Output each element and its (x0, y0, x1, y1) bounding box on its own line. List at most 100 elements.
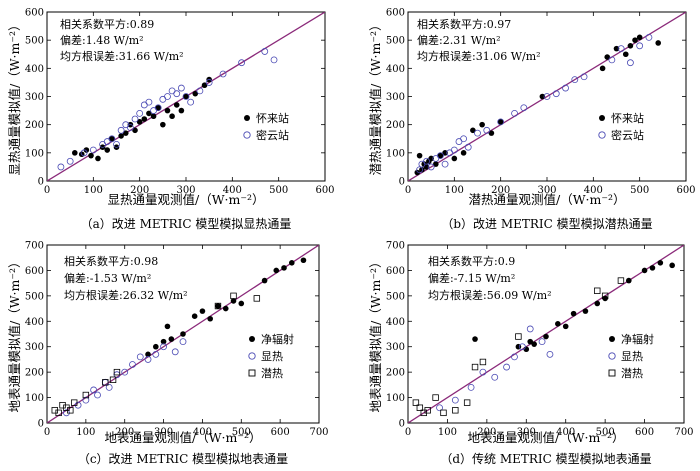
data-point-series-1 (222, 305, 229, 312)
panel-caption: （c）改进 METRIC 模型模拟地表通量 (78, 452, 288, 466)
data-point-series-1 (497, 119, 504, 125)
x-tick-label: 0 (405, 427, 411, 438)
data-point-series-2 (427, 163, 435, 171)
data-point-series-2 (152, 350, 160, 358)
x-tick-label: 400 (223, 185, 242, 196)
data-point-series-2 (131, 115, 139, 123)
data-point-series-1 (626, 277, 632, 284)
data-point-series-1 (582, 308, 589, 314)
data-point-series-1 (539, 93, 546, 100)
data-point-series-1 (479, 121, 485, 128)
panel-a: 0 100 200 300 400 500 600 0 100 200 300 400 500 600 相… (7, 8, 335, 232)
y-tick-label: 500 (386, 291, 405, 302)
data-point-series-2 (57, 163, 65, 171)
data-point-series-3 (424, 407, 431, 414)
data-point-series-2 (518, 343, 526, 351)
data-point-series-2 (136, 353, 144, 361)
data-points (51, 257, 307, 417)
legend-label-series-2: 密云站 (611, 128, 644, 142)
data-point-series-2 (129, 361, 136, 368)
y-tick-label: 400 (386, 64, 405, 75)
y-tick-label: 300 (386, 342, 405, 353)
x-tick-label: 300 (154, 427, 173, 438)
data-point-series-1 (164, 323, 171, 330)
x-tick-label: 200 (130, 185, 149, 196)
data-point-series-1 (122, 130, 129, 136)
axis-ticks: 0 100 200 300 400 500 600 700 0 100 200 300 400 500 60… (386, 241, 694, 439)
data-point-series-3 (594, 287, 601, 294)
data-point-series-3 (432, 394, 439, 401)
stat-line-2: 偏差:1.48 W/m² (60, 33, 144, 47)
data-point-series-3 (109, 376, 117, 383)
y-tick-label: 400 (386, 317, 405, 328)
data-point-series-1 (183, 93, 189, 100)
x-tick-label: 400 (556, 427, 575, 438)
data-point-series-3 (113, 368, 121, 376)
legend-label-series-2: 显热 (261, 350, 283, 363)
y-tick-label: 0 (38, 177, 44, 188)
x-tick-label: 100 (84, 185, 103, 196)
data-point-series-2 (121, 368, 129, 376)
data-point-series-1 (594, 300, 601, 307)
data-point-series-2 (126, 124, 134, 131)
data-point-series-3 (416, 404, 424, 411)
data-point-series-2 (474, 129, 481, 137)
data-point-series-2 (437, 152, 444, 160)
data-point-series-1 (104, 147, 111, 153)
legend-label-series-1: 怀来站 (256, 111, 289, 125)
data-point-series-2 (636, 42, 644, 50)
stat-line-2: 偏差:2.31 W/m² (417, 33, 501, 47)
y-tick-label: 300 (25, 92, 44, 103)
data-point-series-1 (416, 152, 423, 159)
x-tick-label: 500 (630, 185, 649, 196)
data-point-series-2 (154, 104, 162, 112)
data-point-series-1 (570, 310, 577, 317)
data-point-series-1 (632, 37, 638, 43)
x-tick-label: 100 (76, 427, 95, 438)
data-point-series-2 (441, 160, 449, 168)
plot-frame (46, 244, 320, 424)
data-point-series-3 (601, 292, 609, 300)
x-tick-label: 100 (445, 185, 464, 196)
data-point-series-1 (155, 104, 161, 111)
data-point-series-2 (90, 386, 98, 394)
data-point-series-1 (622, 51, 629, 58)
data-point-series-2 (144, 356, 152, 363)
data-point-series-1 (230, 298, 237, 304)
data-point-series-1 (627, 43, 634, 49)
data-point-series-1 (132, 127, 138, 134)
legend-label-series-2: 密云站 (256, 128, 289, 142)
data-point-series-2 (177, 84, 185, 92)
x-tick-label: 600 (271, 427, 290, 438)
data-point-series-1 (289, 260, 295, 266)
x-axis-label: 潜热通量观测值/（W·m⁻²） (469, 192, 626, 207)
y-tick-label: 600 (25, 266, 44, 277)
data-point-series-3 (71, 399, 78, 406)
data-point-series-2 (261, 48, 269, 55)
y-tick-label: 500 (386, 36, 405, 47)
data-point-series-2 (238, 59, 246, 67)
x-axis-label: 地表通量观测值/（W·m⁻²） (468, 430, 625, 445)
x-axis-label: 地表通量观测值/（W·m⁻²） (105, 430, 262, 445)
x-tick-label: 600 (676, 185, 695, 196)
data-point-series-2 (571, 76, 579, 83)
y-tick-label: 200 (25, 120, 44, 131)
y-tick-label: 200 (386, 120, 405, 131)
panel-c: 0 100 200 300 400 500 600 700 0 100 200 300 400 500 60… (7, 241, 329, 467)
y-tick-label: 600 (386, 8, 405, 19)
data-point-series-3 (440, 409, 447, 417)
data-point-series-3 (412, 399, 420, 406)
data-point-series-2 (608, 56, 616, 64)
data-point-series-1 (191, 313, 198, 320)
data-point-series-1 (109, 135, 115, 142)
data-point-series-2 (113, 140, 120, 148)
data-point-series-1 (192, 90, 199, 97)
data-point-series-2 (645, 33, 653, 41)
data-point-series-1 (428, 155, 434, 162)
data-point-series-1 (145, 351, 151, 358)
panel-caption: （a）改进 METRIC 模型模拟显热通量 (81, 217, 292, 231)
y-tick-label: 500 (25, 291, 44, 302)
data-point-series-1 (141, 116, 148, 122)
data-point-series-2 (82, 396, 90, 404)
